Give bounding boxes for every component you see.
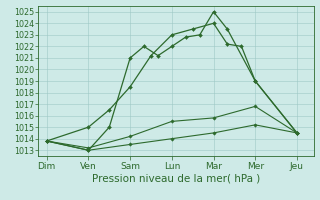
X-axis label: Pression niveau de la mer( hPa ): Pression niveau de la mer( hPa ) <box>92 173 260 183</box>
